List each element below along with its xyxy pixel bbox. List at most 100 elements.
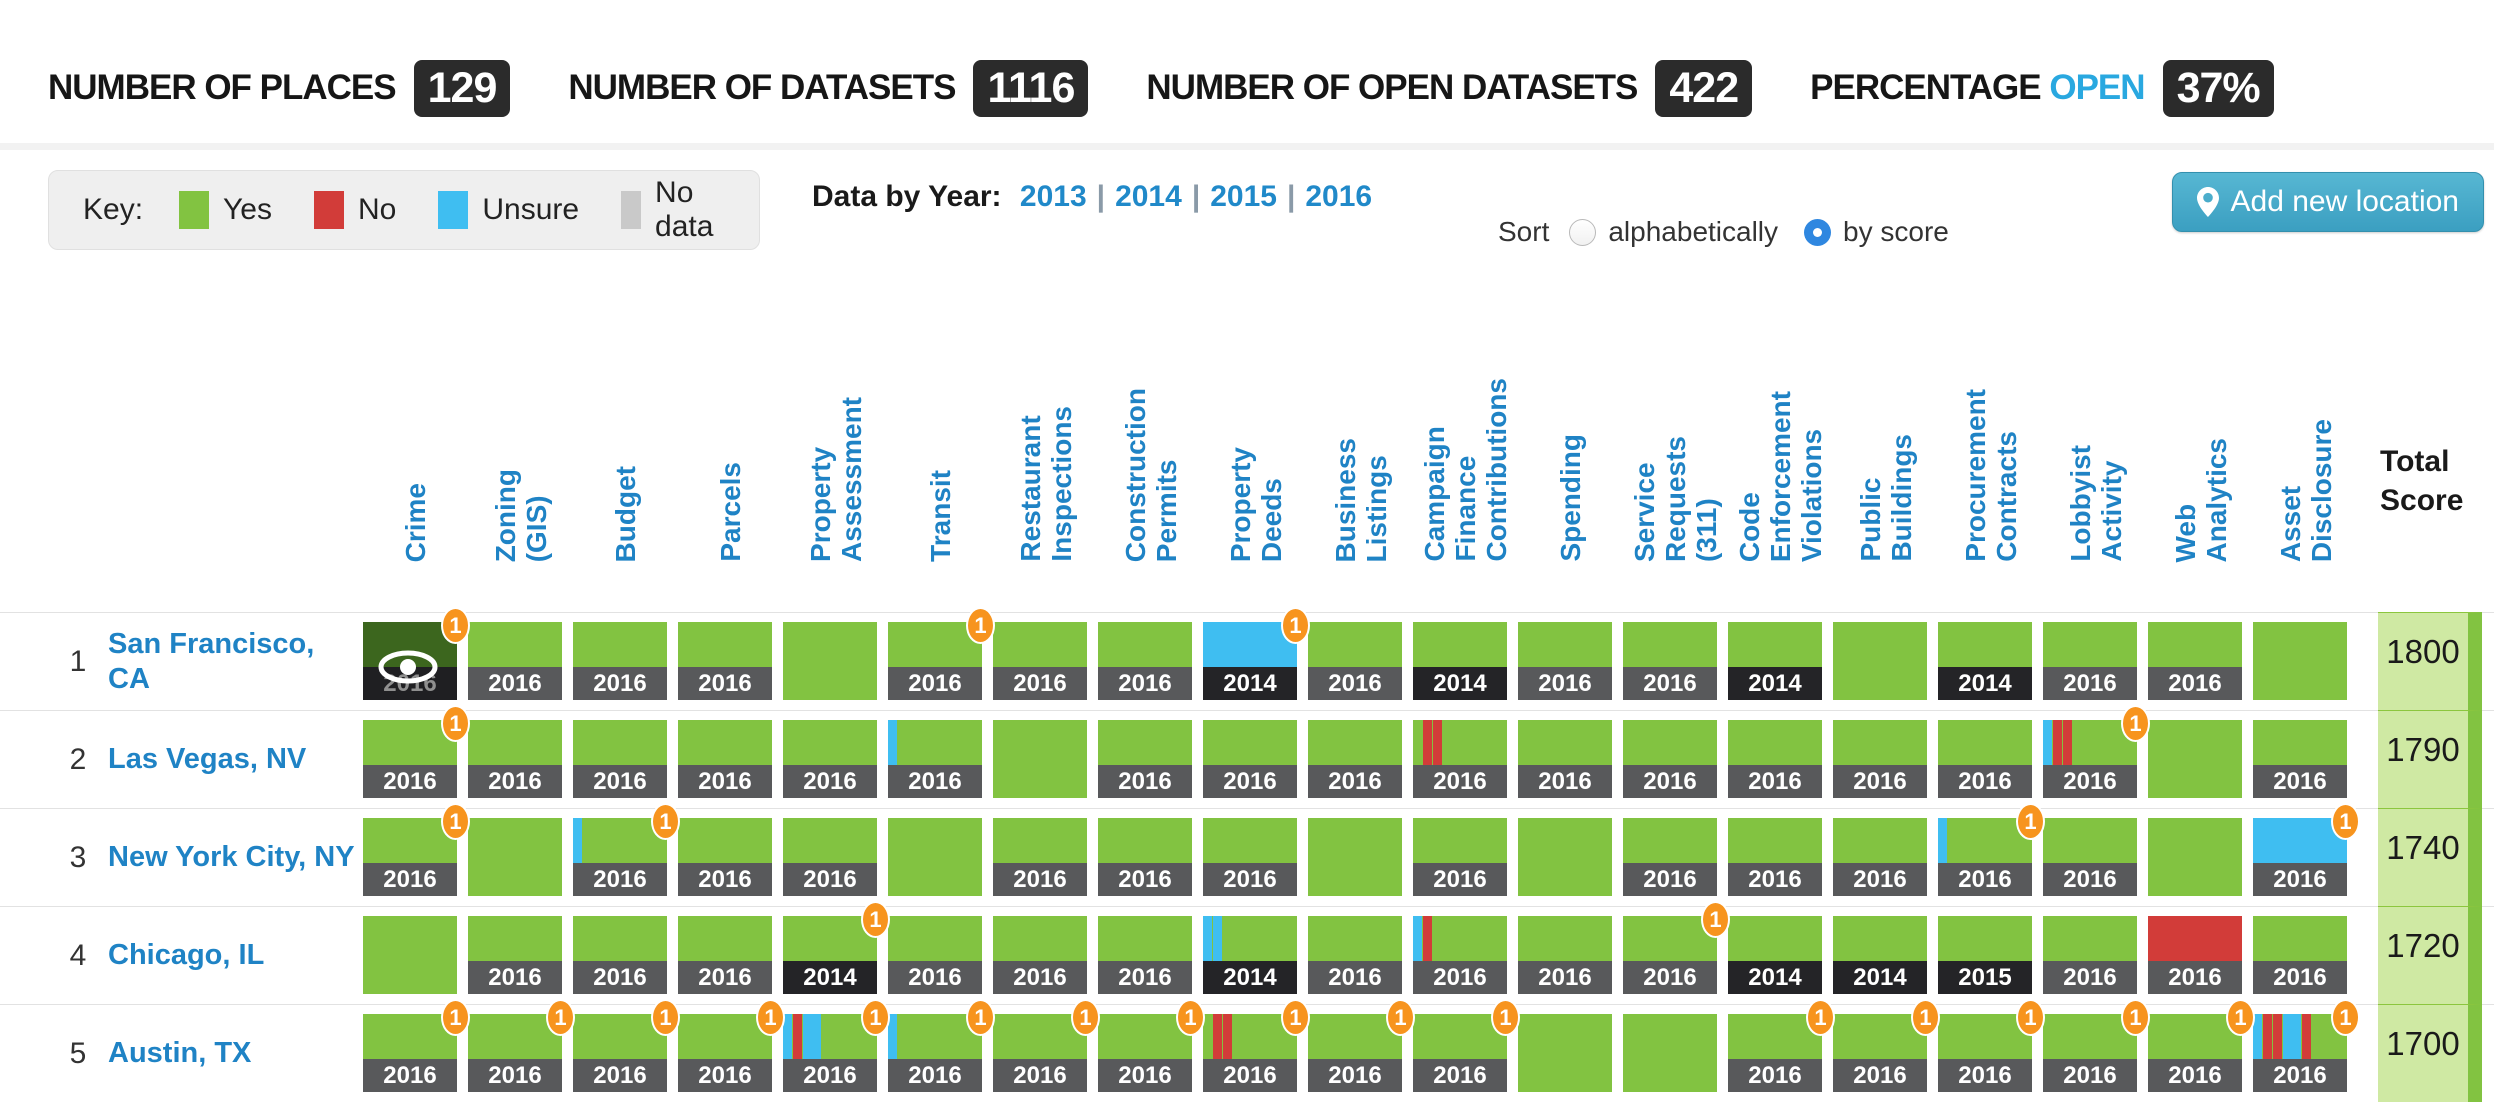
cell-public-buildings[interactable]: 2016 1 [1833,999,1940,1102]
submission-count-badge[interactable]: 1 [1491,999,1520,1036]
submission-count-badge[interactable]: 1 [1281,607,1310,644]
cell-procurement-contracts[interactable]: 2014 [1938,622,2032,710]
cell-property-deeds[interactable]: 2014 [1203,916,1297,1004]
cell-service-requests-311[interactable] [1623,1014,1717,1102]
cell-restaurant-inspections[interactable]: 2016 [993,916,1087,1004]
column-header-zoning-gis[interactable]: Zoning (GIS) [489,468,552,562]
cell-construction-permits[interactable]: 2016 [1098,720,1192,808]
cell-transit[interactable]: 2016 1 [888,607,995,710]
cell-lobbyist-activity[interactable]: 2016 [2043,916,2137,1004]
submission-count-badge[interactable]: 1 [651,803,680,840]
cell-spending[interactable] [1518,818,1612,906]
city-link-austin-tx[interactable]: Austin, TX [108,1037,252,1070]
column-header-construction-permits[interactable]: Construction Permits [1119,387,1182,562]
cell-business-listings[interactable]: 2016 [1308,622,1402,710]
cell-transit[interactable]: 2016 [888,720,982,808]
cell-property-assessment[interactable]: 2016 [783,818,877,906]
submission-count-badge[interactable]: 1 [1281,999,1310,1036]
sort-option-alphabetically[interactable]: alphabetically [1569,216,1778,248]
cell-service-requests-311[interactable]: 2016 1 [1623,901,1730,1004]
cell-parcels[interactable]: 2016 1 [678,999,785,1102]
cell-asset-disclosure[interactable]: 2016 [2253,720,2347,808]
cell-public-buildings[interactable]: 2014 [1833,916,1927,1004]
cell-procurement-contracts[interactable]: 2016 1 [1938,803,2045,906]
column-header-spending[interactable]: Spending [1555,434,1586,562]
cell-budget[interactable]: 2016 [573,720,667,808]
cell-property-deeds[interactable]: 2016 1 [1203,999,1310,1102]
cell-business-listings[interactable]: 2016 [1308,916,1402,1004]
cell-budget[interactable]: 2016 1 [573,803,680,906]
cell-web-analytics[interactable]: 2016 [2148,916,2242,1004]
cell-crime[interactable]: 2016 1 [363,607,470,710]
cell-service-requests-311[interactable]: 2016 [1623,622,1717,710]
cell-parcels[interactable]: 2016 [678,916,772,1004]
submission-count-badge[interactable]: 1 [2121,705,2150,742]
cell-code-enforcement-violations[interactable]: 2014 [1728,622,1822,710]
cell-parcels[interactable]: 2016 [678,720,772,808]
cell-code-enforcement-violations[interactable]: 2016 1 [1728,999,1835,1102]
submission-count-badge[interactable]: 1 [441,803,470,840]
cell-web-analytics[interactable]: 2016 1 [2148,999,2255,1102]
cell-public-buildings[interactable]: 2016 [1833,818,1927,906]
submission-count-badge[interactable]: 1 [2226,999,2255,1036]
cell-public-buildings[interactable]: 2016 [1833,720,1927,808]
city-link-chicago-il[interactable]: Chicago, IL [108,939,265,972]
column-header-public-buildings[interactable]: Public Buildings [1854,434,1917,562]
cell-campaign-finance-contributions[interactable]: 2016 [1413,916,1507,1004]
cell-service-requests-311[interactable]: 2016 [1623,818,1717,906]
cell-procurement-contracts[interactable]: 2016 1 [1938,999,2045,1102]
radio-alphabetically[interactable] [1569,218,1597,246]
column-header-code-enforcement-violations[interactable]: Code Enforcement Violations [1734,390,1827,562]
cell-code-enforcement-violations[interactable]: 2014 [1728,916,1822,1004]
radio-by-score[interactable] [1804,218,1832,246]
cell-public-buildings[interactable] [1833,622,1927,710]
submission-count-badge[interactable]: 1 [2016,803,2045,840]
cell-asset-disclosure[interactable]: 2016 [2253,916,2347,1004]
cell-transit[interactable]: 2016 1 [888,999,995,1102]
submission-count-badge[interactable]: 1 [861,999,890,1036]
cell-transit[interactable]: 2016 [888,916,982,1004]
cell-zoning-gis[interactable] [468,818,562,906]
submission-count-badge[interactable]: 1 [861,901,890,938]
submission-count-badge[interactable]: 1 [966,999,995,1036]
submission-count-badge[interactable]: 1 [2121,999,2150,1036]
cell-crime[interactable]: 2016 1 [363,999,470,1102]
cell-property-deeds[interactable]: 2016 [1203,720,1297,808]
cell-restaurant-inspections[interactable]: 2016 [993,818,1087,906]
column-header-parcels[interactable]: Parcels [715,462,746,562]
cell-campaign-finance-contributions[interactable]: 2016 1 [1413,999,1520,1102]
submission-count-badge[interactable]: 1 [2331,999,2360,1036]
cell-restaurant-inspections[interactable] [993,720,1087,808]
cell-property-deeds[interactable]: 2016 [1203,818,1297,906]
submission-count-badge[interactable]: 1 [1701,901,1730,938]
submission-count-badge[interactable]: 1 [966,607,995,644]
cell-property-deeds[interactable]: 2014 1 [1203,607,1310,710]
cell-lobbyist-activity[interactable]: 2016 [2043,818,2137,906]
cell-web-analytics[interactable]: 2016 [2148,622,2242,710]
column-header-business-listings[interactable]: Business Listings [1329,437,1392,563]
year-link-2016[interactable]: 2016 [1305,180,1373,213]
cell-business-listings[interactable]: 2016 1 [1308,999,1415,1102]
cell-web-analytics[interactable] [2148,720,2242,808]
year-link-2014[interactable]: 2014 [1115,180,1182,213]
cell-spending[interactable]: 2016 [1518,622,1612,710]
cell-restaurant-inspections[interactable]: 2016 1 [993,999,1100,1102]
year-link-2013[interactable]: 2013 [1019,180,1087,213]
submission-count-badge[interactable]: 1 [2016,999,2045,1036]
cell-business-listings[interactable]: 2016 [1308,720,1402,808]
submission-count-badge[interactable]: 1 [1386,999,1415,1036]
submission-count-badge[interactable]: 1 [441,607,470,644]
column-header-web-analytics[interactable]: Web Analytics [2169,437,2232,563]
column-header-service-requests-311[interactable]: Service Requests (311) [1629,435,1722,562]
column-header-crime[interactable]: Crime [400,482,431,562]
cell-construction-permits[interactable]: 2016 [1098,818,1192,906]
city-link-las-vegas-nv[interactable]: Las Vegas, NV [108,743,307,776]
cell-asset-disclosure[interactable]: 2016 1 [2253,999,2360,1102]
cell-budget[interactable]: 2016 1 [573,999,680,1102]
cell-campaign-finance-contributions[interactable]: 2014 [1413,622,1507,710]
cell-asset-disclosure[interactable]: 2016 1 [2253,803,2360,906]
cell-property-assessment[interactable] [783,622,877,710]
submission-count-badge[interactable]: 1 [441,999,470,1036]
cell-asset-disclosure[interactable] [2253,622,2347,710]
cell-zoning-gis[interactable]: 2016 [468,916,562,1004]
